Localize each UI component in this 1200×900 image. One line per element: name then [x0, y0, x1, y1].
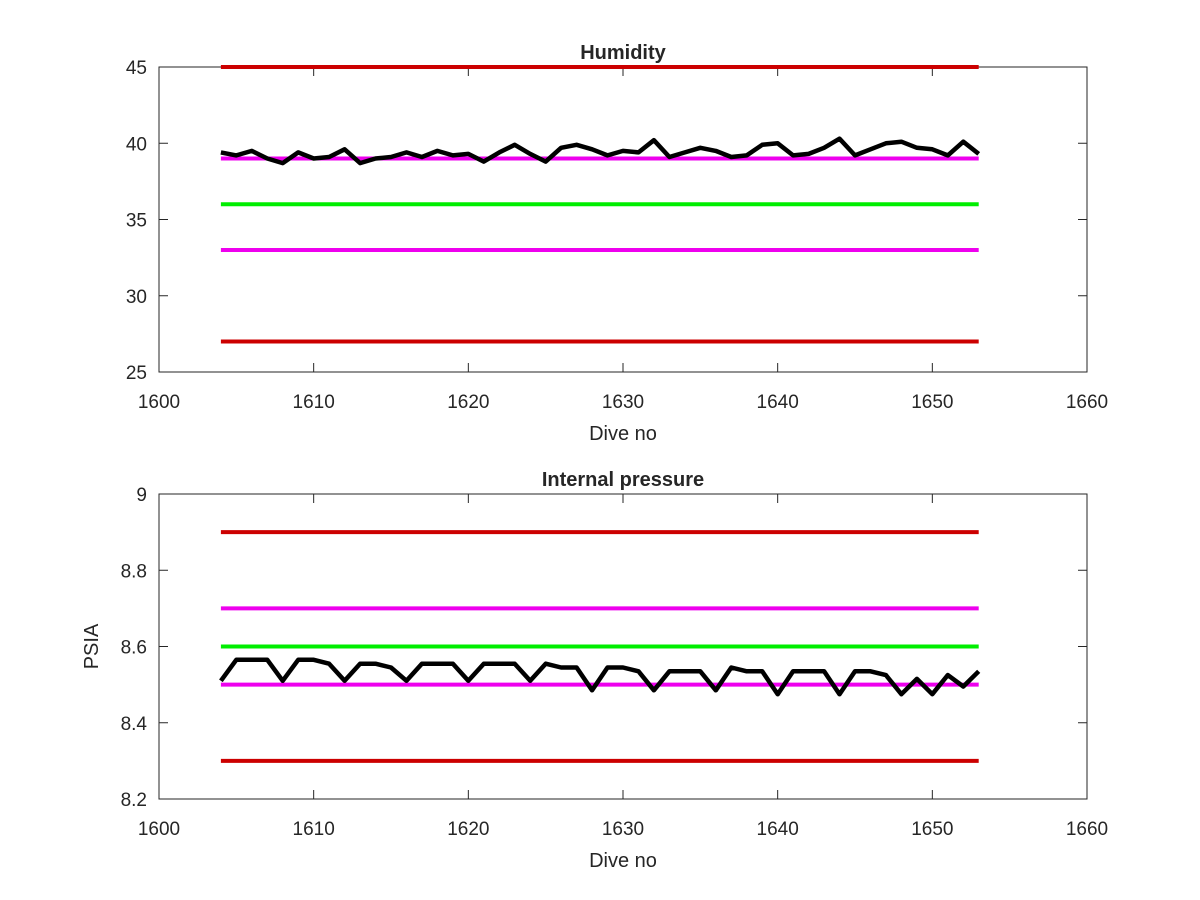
internal-pressure-panel: 1600 1610 1620 1630 1640 1650 1660 8.2 8.4 8.6 8.8…	[81, 469, 1108, 872]
y-tick-label: 8.6	[121, 638, 147, 659]
y-tick-label: 35	[126, 211, 147, 232]
x-tick-label: 1640	[757, 819, 799, 840]
x-tick-label: 1600	[138, 392, 180, 413]
humidity-panel: 1600 1610 1620 1630 1640 1650 1660 25 30 35 40 45 Hu…	[126, 42, 1108, 445]
y-tick-label: 8.4	[121, 714, 148, 735]
y-tick-label: 25	[126, 363, 147, 384]
y-tick-label: 30	[126, 287, 147, 308]
y-axis-label: PSIA	[81, 623, 103, 669]
data-series-line	[219, 657, 981, 697]
y-tick-label: 40	[126, 134, 147, 155]
y-tick-label: 45	[126, 58, 147, 79]
chart-title: Humidity	[580, 42, 666, 64]
x-tick-label: 1650	[911, 392, 953, 413]
x-tick-label: 1610	[293, 392, 335, 413]
y-tick-label: 9	[136, 485, 147, 506]
x-tick-label: 1640	[757, 392, 799, 413]
x-tick-label: 1600	[138, 819, 180, 840]
y-tick-label: 8.2	[121, 790, 147, 811]
x-tick-label: 1630	[602, 819, 644, 840]
x-tick-label: 1630	[602, 392, 644, 413]
x-axis-label: Dive no	[589, 850, 657, 872]
data-series-line	[220, 136, 981, 166]
x-tick-label: 1660	[1066, 392, 1108, 413]
x-tick-label: 1610	[293, 819, 335, 840]
y-tick-label: 8.8	[121, 561, 147, 582]
x-tick-label: 1620	[447, 392, 489, 413]
x-tick-label: 1660	[1066, 819, 1108, 840]
chart-title: Internal pressure	[542, 469, 704, 491]
x-tick-label: 1650	[911, 819, 953, 840]
x-tick-label: 1620	[447, 819, 489, 840]
axes-box	[158, 66, 1088, 373]
x-axis-label: Dive no	[589, 423, 657, 445]
